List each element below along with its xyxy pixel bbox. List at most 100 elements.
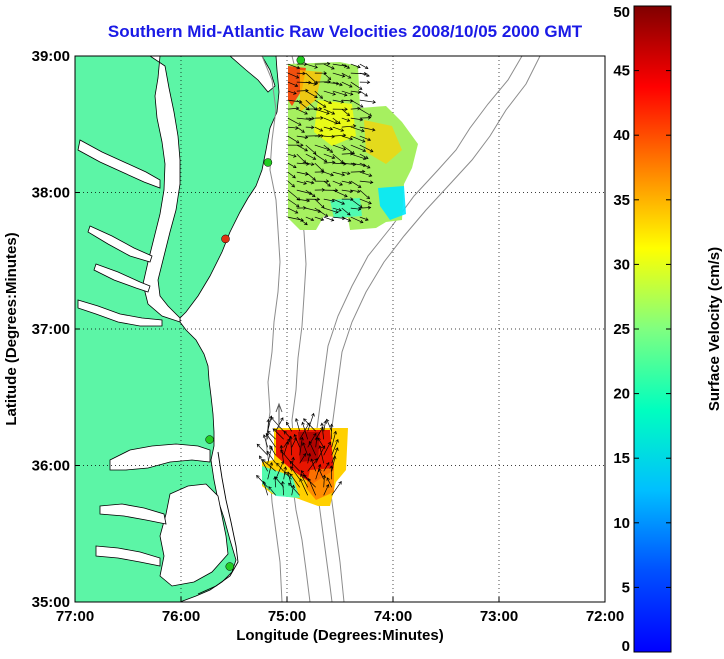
velocity-arrow (299, 437, 303, 456)
velocity-arrow-head (300, 436, 304, 441)
velocity-arrow (331, 481, 342, 496)
velocity-arrow-head (352, 124, 357, 128)
velocity-arrow-head (258, 455, 263, 460)
velocity-arrow (302, 422, 309, 440)
velocity-arrow-head (265, 432, 270, 437)
velocity-arrow (287, 72, 299, 79)
velocity-arrow (359, 135, 371, 141)
velocity-arrow (341, 72, 351, 79)
velocity-arrow-head (269, 461, 274, 466)
velocity-arrow-head (306, 198, 311, 203)
velocity-arrow-head (347, 218, 352, 222)
velocity-arrow-head (338, 481, 342, 485)
velocity-arrow-head (369, 149, 374, 153)
velocity-arrow-head (316, 197, 321, 202)
velocity-arrow (332, 216, 345, 219)
velocity-arrow-head (291, 456, 295, 461)
colorbar-tick-label: 15 (613, 450, 630, 467)
velocity-arrow (332, 90, 348, 96)
velocity-arrow (359, 207, 371, 209)
velocity-arrow (323, 117, 338, 124)
station-marker (263, 158, 273, 167)
velocity-arrow-head (343, 92, 348, 97)
velocity-arrow-head (339, 82, 343, 87)
velocity-arrow (341, 125, 356, 128)
velocity-arrow (323, 144, 333, 153)
velocity-arrow-head (313, 432, 317, 437)
velocity-arrow (331, 447, 339, 464)
velocity-arrow-head (279, 444, 284, 449)
velocity-arrow-head (327, 183, 331, 187)
velocity-arrow-head (300, 143, 304, 148)
velocity-arrow-head (349, 136, 354, 141)
velocity-arrow-head (362, 156, 367, 161)
velocity-arrow (332, 180, 343, 186)
velocity-arrow-head (318, 106, 323, 111)
velocity-arrow (341, 144, 355, 155)
velocity-arrow-head (319, 128, 324, 132)
velocity-arrow (314, 198, 325, 209)
velocity-arrow (330, 465, 333, 480)
velocity-arrow-head (309, 191, 313, 196)
velocity-arrow-head (311, 125, 315, 130)
velocity-arrow (296, 171, 308, 175)
velocity-arrow (282, 481, 285, 496)
velocity-arrow (314, 108, 330, 115)
velocity-arrow (341, 135, 353, 140)
velocity-arrow (350, 72, 367, 75)
velocity-arrow (332, 99, 344, 103)
velocity-arrow-head (302, 159, 307, 164)
velocity-arrow-head (333, 430, 338, 435)
velocity-arrow-head (341, 201, 346, 205)
velocity-arrow-head (323, 420, 328, 424)
velocity-arrow (287, 90, 297, 95)
velocity-arrow-head (261, 459, 266, 463)
velocity-arrow-head (328, 100, 333, 105)
velocity-arrow (295, 418, 301, 432)
y-tick-label: 38:00 (32, 185, 70, 202)
velocity-arrow (341, 207, 351, 216)
velocity-arrow-head (350, 197, 354, 202)
velocity-arrow (341, 90, 353, 95)
velocity-arrow-head (327, 61, 331, 66)
velocity-arrow (288, 482, 300, 496)
velocity-arrow-head (340, 99, 345, 104)
velocity-arrow (296, 153, 306, 164)
velocity-arrow-head (341, 172, 346, 177)
velocity-arrow (323, 216, 334, 221)
station-marker (221, 234, 230, 244)
velocity-arrow (350, 153, 367, 160)
velocity-arrow (359, 72, 370, 77)
velocity-arrow-head (308, 80, 312, 85)
y-axis-label: Latitude (Degrees:Minutes) (3, 232, 20, 425)
velocity-arrow-head (321, 445, 326, 450)
velocity-arrow-head (300, 470, 305, 474)
velocity-arrow (359, 189, 370, 199)
velocity-arrow-head (357, 64, 361, 69)
velocity-arrow-head (292, 174, 296, 179)
velocity-arrow-head (325, 483, 330, 488)
velocity-arrow (341, 162, 356, 165)
velocity-arrow (307, 453, 311, 464)
velocity-arrow-head (320, 116, 324, 120)
velocity-arrow-head (320, 217, 325, 221)
velocity-arrow (314, 144, 330, 151)
colorbar-tick-label: 50 (613, 4, 630, 21)
colorbar-tick-label: 45 (613, 63, 630, 80)
velocity-arrow-head (266, 418, 271, 423)
velocity-arrow (256, 475, 268, 488)
velocity-arrow-head (308, 440, 312, 445)
velocity-arrow (311, 458, 317, 472)
velocity-arrow (296, 126, 305, 133)
velocity-arrow (287, 189, 301, 201)
velocity-arrow-head (311, 412, 315, 417)
velocity-arrow (287, 99, 302, 103)
velocity-arrow-head (361, 128, 365, 133)
velocity-arrow (287, 198, 300, 208)
velocity-arrow (262, 459, 276, 472)
velocity-arrow-head (329, 423, 334, 427)
velocity-arrow (350, 180, 362, 188)
velocity-arrow (270, 417, 284, 432)
velocity-arrow-head (325, 179, 330, 184)
velocity-arrow (359, 117, 371, 119)
